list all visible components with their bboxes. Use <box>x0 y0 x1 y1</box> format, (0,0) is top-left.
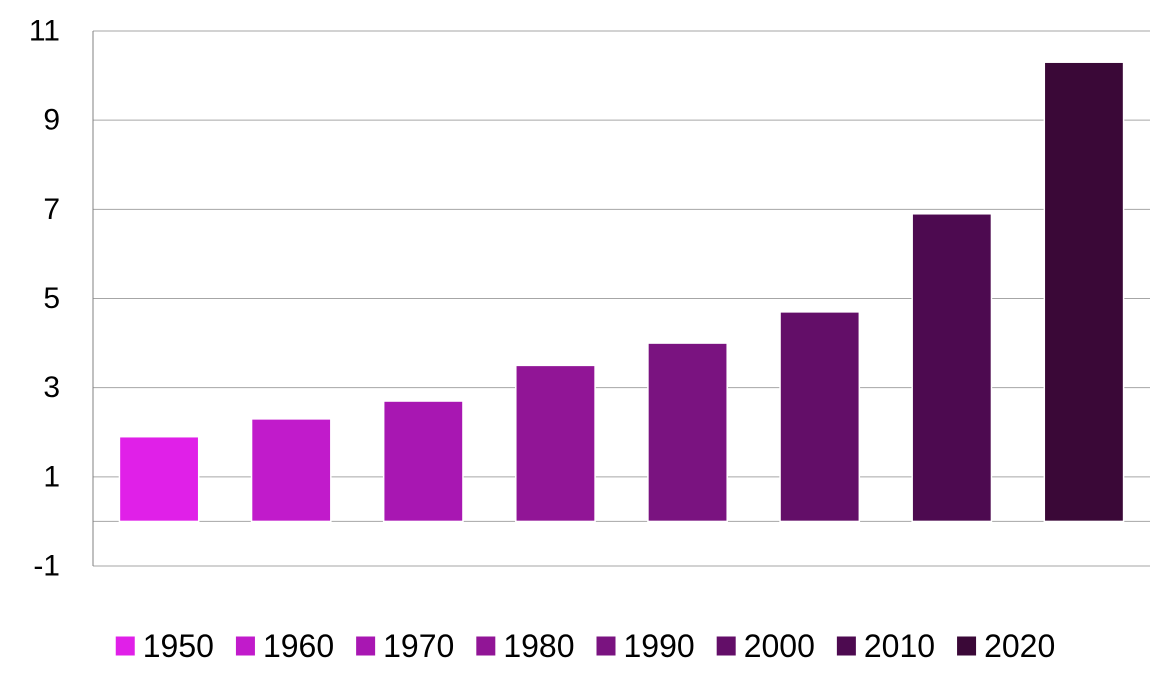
legend-swatch <box>356 636 376 656</box>
legend-item-2020: 2020 <box>957 628 1055 664</box>
y-tick-label: 1 <box>43 460 60 493</box>
y-tick-label: 5 <box>43 282 60 315</box>
legend-label: 1980 <box>503 628 574 664</box>
legend-item-1970: 1970 <box>356 628 454 664</box>
bar-2000 <box>779 311 861 523</box>
bar-1990 <box>647 342 728 523</box>
y-tick-label: 11 <box>29 15 60 48</box>
y-tick-label: -1 <box>33 550 60 583</box>
y-tick-label: 3 <box>43 371 60 404</box>
bars <box>118 61 1125 523</box>
legend-swatch <box>115 636 135 656</box>
y-tick-label: 7 <box>43 193 60 226</box>
legend-swatch <box>716 636 736 656</box>
legend-label: 1990 <box>624 628 695 664</box>
legend-item-1980: 1980 <box>476 628 575 664</box>
bar-1980 <box>515 364 596 523</box>
legend-label: 2020 <box>984 628 1055 664</box>
bar-1960 <box>250 418 332 523</box>
legend-item-1960: 1960 <box>235 628 334 664</box>
legend-swatch <box>596 636 616 656</box>
y-tick-label: 9 <box>43 104 60 137</box>
legend-swatch <box>957 636 977 656</box>
legend-item-1950: 1950 <box>115 628 214 664</box>
legend-swatch <box>235 636 255 656</box>
bar-1970 <box>382 400 464 523</box>
y-axis-tick-labels: 11 9 7 5 3 1 -1 <box>29 15 60 583</box>
bar-2010 <box>911 213 993 523</box>
legend-label: 2000 <box>744 628 815 664</box>
legend: 1950 1960 1970 1980 1990 2000 2010 2020 <box>115 628 1055 664</box>
legend-label: 1970 <box>383 628 454 664</box>
legend-label: 1950 <box>143 628 214 664</box>
legend-item-2000: 2000 <box>716 628 815 664</box>
legend-swatch <box>836 636 856 656</box>
bar-1950 <box>118 435 200 523</box>
legend-item-2010: 2010 <box>836 628 935 664</box>
bar-2020 <box>1043 61 1125 523</box>
legend-swatch <box>476 636 496 656</box>
legend-label: 1960 <box>263 628 334 664</box>
legend-label: 2010 <box>864 628 935 664</box>
legend-item-1990: 1990 <box>596 628 695 664</box>
